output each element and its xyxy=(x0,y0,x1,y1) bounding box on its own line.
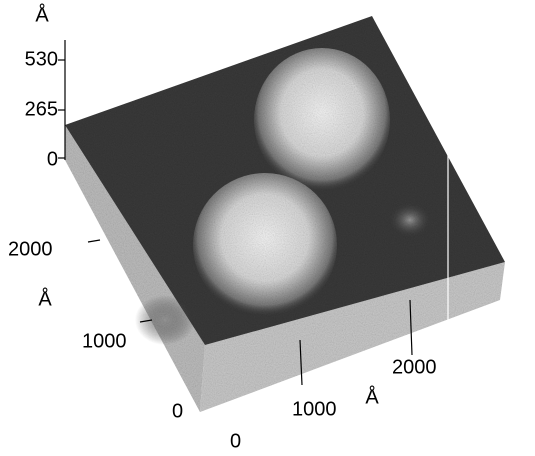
tick xyxy=(88,240,100,242)
peak xyxy=(193,173,337,317)
page: Å 530 265 0 2000 Å 1000 0 0 1000 Å 2000 … xyxy=(0,0,535,456)
z-tick-label: 530 xyxy=(25,48,58,70)
y-tick-label: 0 xyxy=(172,400,183,422)
z-unit: Å xyxy=(35,3,49,26)
z-tick-label: 265 xyxy=(25,98,58,120)
y-unit: Å xyxy=(38,287,52,310)
x-tick-label: 2000 xyxy=(392,356,437,378)
z-tick-label: 0 xyxy=(47,148,58,170)
x-unit: Å xyxy=(365,385,379,408)
peak xyxy=(254,48,390,192)
peak xyxy=(135,295,195,345)
x-tick-label: 0 xyxy=(230,430,241,452)
surface xyxy=(65,16,505,412)
y-tick-label: 1000 xyxy=(82,330,127,352)
peak xyxy=(388,202,432,238)
x-tick-label: 1000 xyxy=(292,398,337,420)
y-tick-label: 2000 xyxy=(8,238,53,260)
afm-surface: Å 530 265 0 2000 Å 1000 0 0 1000 Å 2000 xyxy=(0,0,535,456)
